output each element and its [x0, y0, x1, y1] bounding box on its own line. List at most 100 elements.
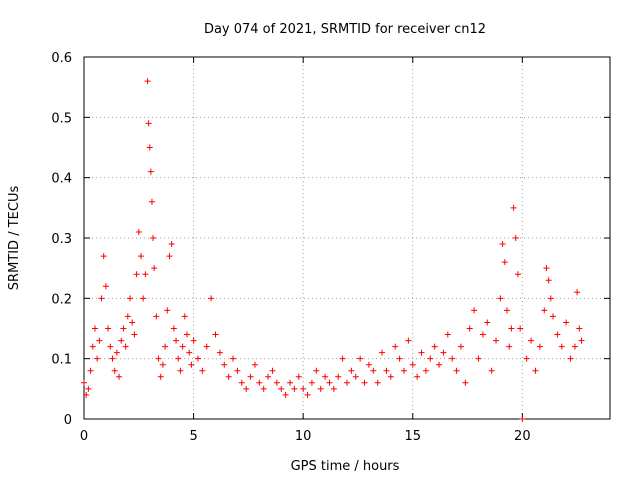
data-point	[523, 355, 530, 362]
x-tick-label: 5	[189, 429, 197, 444]
data-point	[151, 265, 158, 272]
data-point	[87, 367, 94, 374]
data-point	[365, 361, 372, 368]
data-point	[457, 343, 464, 350]
data-point	[278, 385, 285, 392]
x-axis-title: GPS time / hours	[291, 459, 400, 474]
data-point	[409, 361, 416, 368]
data-point	[194, 355, 201, 362]
data-point	[173, 337, 180, 344]
data-point	[91, 325, 98, 332]
data-point	[453, 367, 460, 374]
data-point	[488, 367, 495, 374]
data-point	[111, 367, 118, 374]
data-point	[308, 379, 315, 386]
data-point	[102, 283, 109, 290]
data-point	[571, 343, 578, 350]
data-point	[563, 319, 570, 326]
data-point	[116, 373, 123, 380]
data-point	[392, 343, 399, 350]
data-point	[510, 204, 517, 211]
data-point	[317, 385, 324, 392]
data-point	[508, 325, 515, 332]
data-point	[396, 355, 403, 362]
data-point	[144, 78, 151, 85]
data-point	[105, 325, 112, 332]
data-point	[400, 367, 407, 374]
data-point	[497, 295, 504, 302]
data-point	[567, 355, 574, 362]
data-point	[578, 337, 585, 344]
data-point	[339, 355, 346, 362]
data-point	[295, 373, 302, 380]
data-point	[166, 253, 173, 260]
data-point	[493, 337, 500, 344]
data-point	[475, 355, 482, 362]
data-point	[147, 168, 154, 175]
data-point	[532, 367, 539, 374]
data-point	[150, 235, 157, 241]
data-point	[107, 343, 114, 350]
data-point	[576, 325, 583, 332]
data-point	[545, 277, 552, 284]
data-point	[199, 367, 206, 374]
data-point	[512, 235, 519, 241]
data-point	[541, 307, 548, 314]
data-point	[503, 307, 510, 314]
data-point	[148, 198, 155, 205]
data-point	[501, 259, 508, 266]
data-point	[118, 337, 125, 344]
data-point	[159, 361, 166, 368]
data-point	[436, 361, 443, 368]
data-point	[184, 331, 191, 338]
data-point	[94, 355, 101, 362]
data-point	[256, 379, 263, 386]
data-point	[208, 295, 215, 302]
chart-title: Day 074 of 2021, SRMTID for receiver cn1…	[204, 22, 486, 37]
data-point	[190, 337, 197, 344]
data-point	[260, 385, 267, 392]
data-point	[313, 367, 320, 374]
data-point	[517, 325, 524, 332]
data-point	[243, 385, 250, 392]
data-point	[574, 289, 581, 296]
data-point	[414, 373, 421, 380]
data-point	[370, 367, 377, 374]
data-point	[484, 319, 491, 326]
data-point	[238, 379, 245, 386]
data-point	[100, 253, 107, 260]
data-point	[405, 337, 412, 344]
data-points	[81, 78, 585, 422]
data-point	[519, 416, 526, 422]
data-point	[543, 265, 550, 272]
data-point	[379, 349, 386, 356]
data-point	[170, 325, 177, 332]
x-tick-label: 10	[295, 429, 312, 444]
data-point	[269, 367, 276, 374]
data-point	[234, 367, 241, 374]
data-point	[506, 343, 513, 350]
grid-lines	[84, 57, 610, 419]
axis-tick-labels: 0 0.1 0.2 0.3 0.4 0.5 0.6 0 5 10 15 20	[51, 51, 530, 444]
data-point	[146, 144, 153, 151]
data-point	[418, 349, 425, 356]
data-point	[499, 241, 506, 248]
data-point	[96, 337, 103, 344]
data-point	[383, 367, 390, 374]
data-point	[304, 391, 311, 398]
x-tick-label: 0	[80, 429, 88, 444]
data-point	[440, 349, 447, 356]
data-point	[300, 385, 307, 392]
data-point	[203, 343, 210, 350]
data-point	[330, 385, 337, 392]
axis-ticks	[83, 56, 610, 420]
data-point	[427, 355, 434, 362]
data-point	[247, 373, 254, 380]
data-point	[113, 349, 120, 356]
data-point	[471, 307, 478, 314]
data-point	[230, 355, 237, 362]
data-point	[81, 379, 87, 386]
data-point	[89, 343, 96, 350]
y-tick-label: 0.6	[51, 51, 72, 66]
